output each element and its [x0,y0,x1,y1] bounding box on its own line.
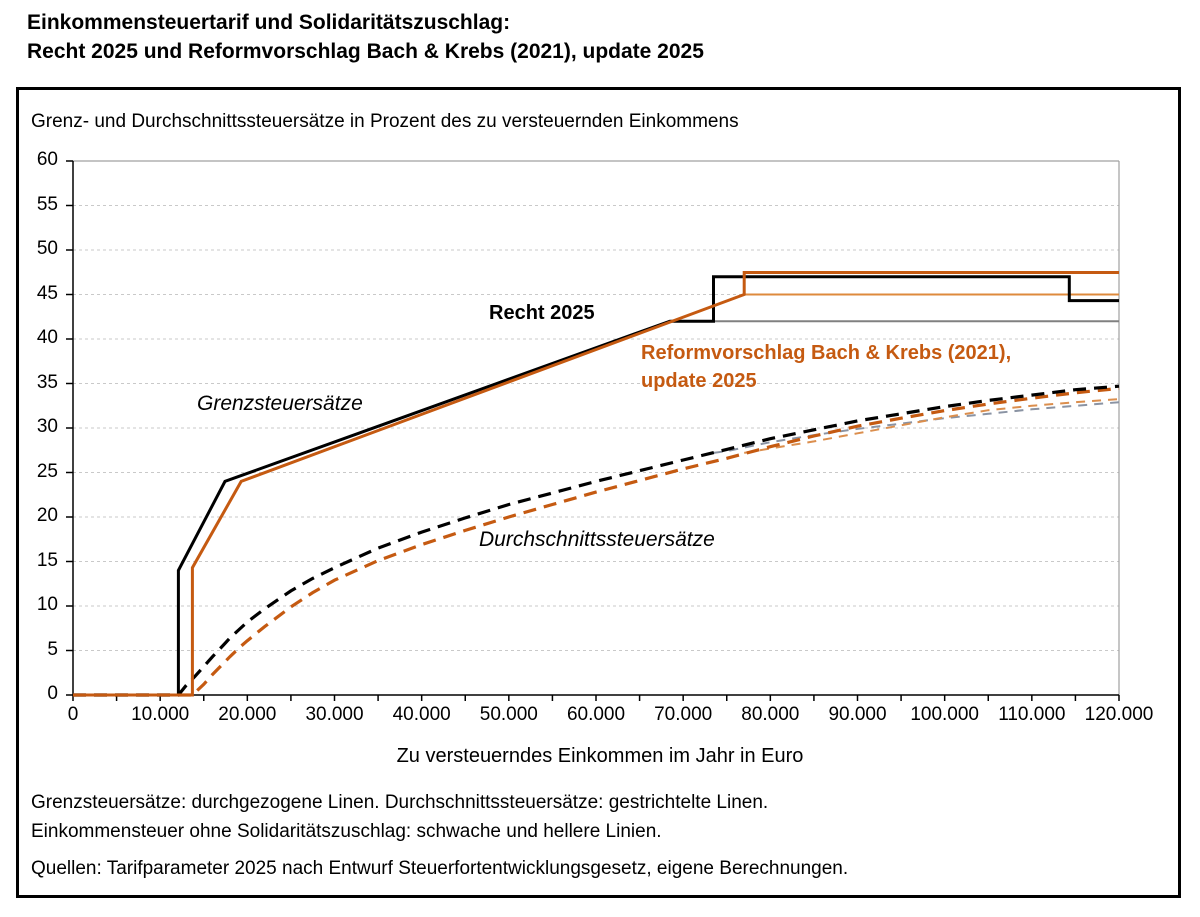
x-tick-label-0: 0 [67,704,79,725]
y-tick-label-45: 45 [36,282,58,304]
x-axis-title: Zu versteuerndes Einkommen im Jahr in Eu… [396,745,804,767]
y-tick-label-35: 35 [36,371,58,393]
x-tick-label-100000: 100.000 [910,704,979,725]
y-tick-label-25: 25 [36,460,58,482]
source-note: Quellen: Tarifparameter 2025 nach Entwur… [31,858,849,879]
note-ohne-soli: Einkommensteuer ohne Solidaritätszuschla… [31,821,662,842]
x-tick-label-60000: 60.000 [566,704,626,725]
annotation-grenzsteuersaetze: Grenzsteuersätze [197,392,363,415]
y-tick-label-0: 0 [47,683,58,704]
annotation-reformvorschlag: Reformvorschlag Bach & Krebs (2021), upda… [641,339,1091,395]
page-title: Einkommensteuertarif und Solidaritätszus… [27,8,704,66]
x-tick-label-80000: 80.000 [741,704,800,725]
y-tick-label-55: 55 [36,193,58,215]
annotation-durchschnittssteuersaetze: Durchschnittssteuersätze [479,528,715,551]
page-title-line1: Einkommensteuertarif und Solidaritätszus… [27,11,511,34]
x-tick-label-90000: 90.000 [828,704,887,725]
chart-frame [16,87,1181,898]
x-tick-label-10000: 10.000 [131,704,190,725]
y-tick-label-30: 30 [36,416,58,437]
chart-subtitle: Grenz- und Durchschnittssteuersätze in P… [31,111,739,132]
y-tick-label-40: 40 [36,327,58,348]
y-tick-label-50: 50 [36,238,58,259]
x-tick-label-30000: 30.000 [305,704,364,725]
y-tick-label-60: 60 [36,149,58,170]
y-tick-label-10: 10 [36,594,58,615]
x-tick-label-40000: 40.000 [392,704,451,725]
annotation-reform-line1: Reformvorschlag Bach & Krebs (2021), [641,342,1012,364]
x-tick-label-120000: 120.000 [1084,704,1154,725]
page-title-line2: Recht 2025 und Reformvorschlag Bach & Kr… [27,40,704,63]
y-tick-label-5: 5 [47,638,58,660]
note-line-styles: Grenzsteuersätze: durchgezogene Linen. D… [31,792,769,813]
annotation-reform-line2: update 2025 [641,370,757,392]
x-tick-label-20000: 20.000 [218,704,277,725]
annotation-recht-2025: Recht 2025 [489,302,595,324]
x-tick-label-110000: 110.000 [998,704,1066,725]
x-tick-label-70000: 70.000 [654,704,713,725]
y-tick-label-15: 15 [36,549,58,571]
x-tick-label-50000: 50.000 [479,704,538,725]
y-tick-label-20: 20 [36,505,58,526]
